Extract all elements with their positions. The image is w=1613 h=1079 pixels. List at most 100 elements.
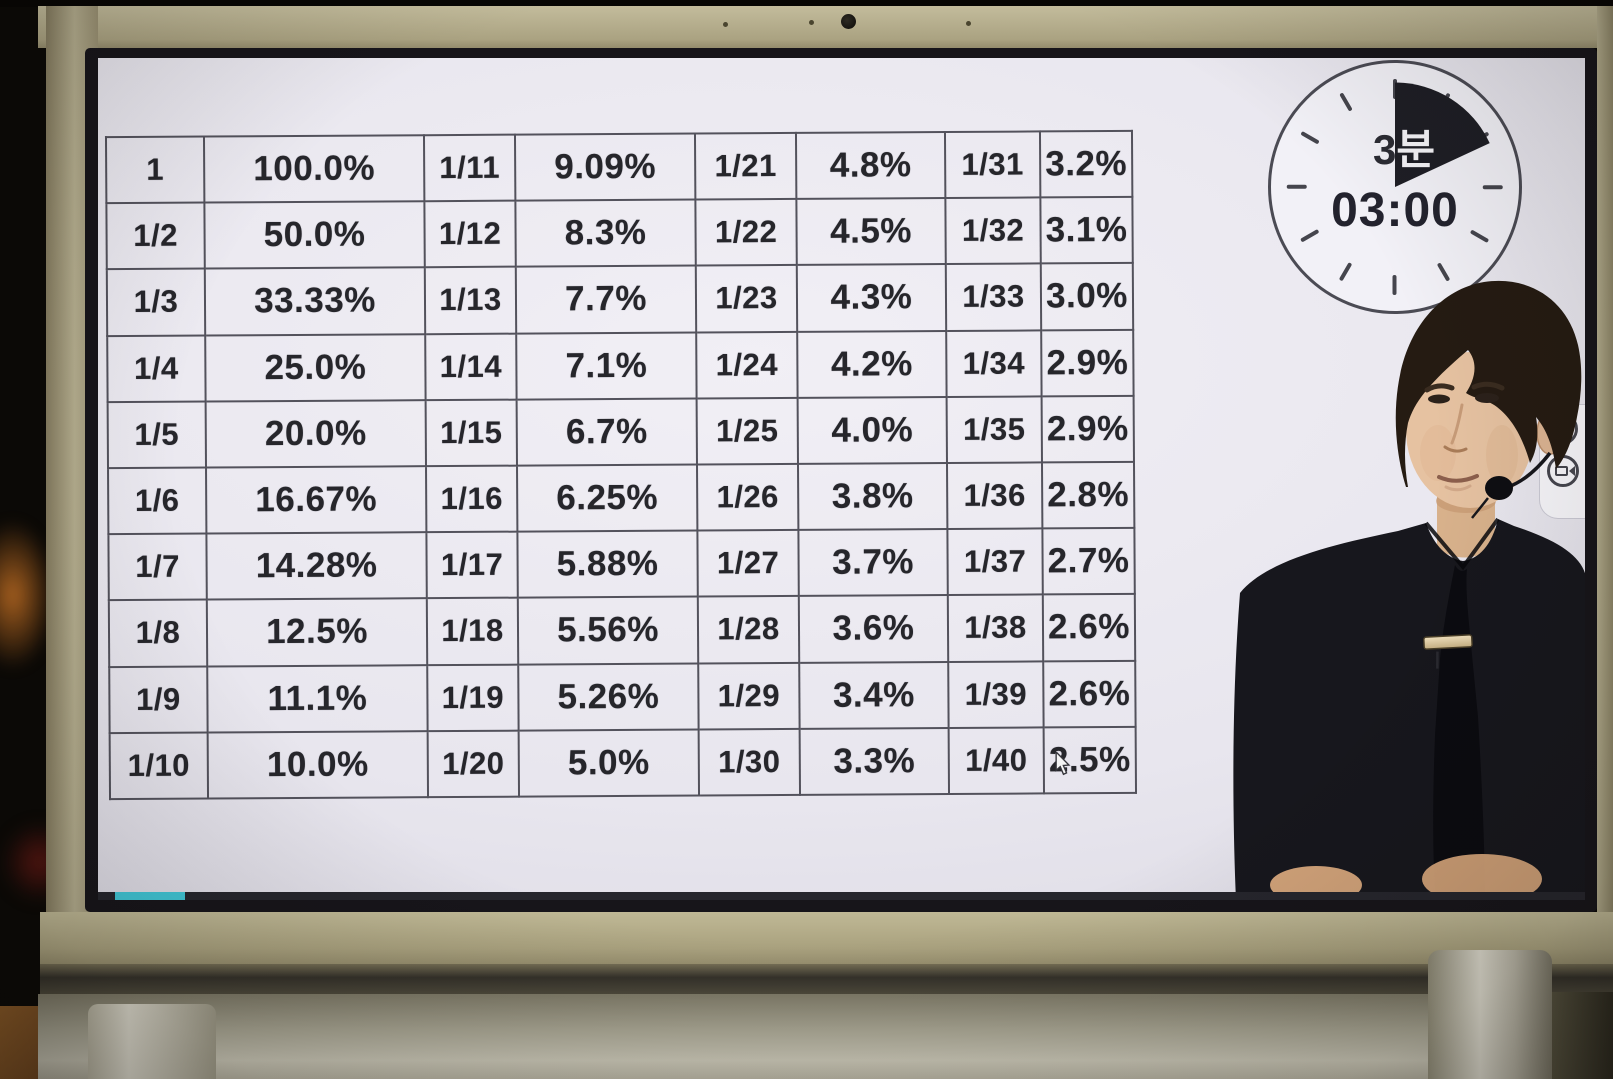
fraction-cell: 1/24 — [696, 331, 798, 399]
hinge-slot — [40, 964, 1613, 994]
percent-cell: 6.7% — [516, 398, 697, 466]
percent-cell: 4.3% — [796, 264, 947, 332]
table-row: 1/3 33.33% 1/13 7.7% 1/23 4.3% 1/33 3.0% — [106, 263, 1134, 336]
table-row: 1/5 20.0% 1/15 6.7% 1/25 4.0% 1/35 2.9% — [107, 395, 1134, 469]
hinge-cap-right — [1428, 950, 1552, 1079]
video-progress-track[interactable] — [98, 892, 1585, 900]
table-row: 1/2 50.0% 1/12 8.3% 1/22 4.5% 1/32 3.1% — [106, 197, 1133, 270]
fraction-cell: 1/35 — [946, 396, 1042, 463]
percent-cell: 4.8% — [795, 132, 946, 200]
collar — [1424, 517, 1500, 571]
tie-clip — [1423, 634, 1473, 669]
lid-edge — [0, 0, 1613, 7]
fraction-cell: 1/27 — [697, 530, 799, 597]
mouth — [1437, 474, 1479, 483]
timer-wedge-icon — [1395, 82, 1490, 187]
fraction-cell: 1 — [105, 136, 205, 204]
clock-tick — [1393, 79, 1397, 99]
hinge-cap-left — [88, 1004, 216, 1079]
fraction-cell: 1/37 — [947, 528, 1043, 596]
fraction-cell: 1/16 — [426, 465, 518, 533]
eye — [1475, 393, 1499, 403]
percent-cell: 2.9% — [1041, 329, 1134, 397]
fraction-cell: 1/26 — [696, 463, 799, 531]
microphone-hole — [966, 21, 971, 26]
fraction-cell: 1/23 — [695, 265, 798, 333]
laptop-top-bezel — [38, 6, 1613, 48]
table-row: 1 100.0% 1/11 9.09% 1/21 4.8% 1/31 3.2% — [105, 130, 1133, 204]
fraction-cell: 1/40 — [948, 727, 1045, 795]
percent-cell: 7.1% — [516, 332, 697, 400]
percent-cell: 2.6% — [1043, 660, 1136, 728]
fraction-cell: 1/22 — [695, 199, 797, 266]
fraction-cell: 1/11 — [423, 134, 516, 202]
percent-cell: 11.1% — [207, 664, 428, 733]
eyebrow — [1471, 381, 1505, 391]
eyebrow — [1424, 383, 1455, 393]
percent-cell: 5.56% — [517, 596, 699, 665]
table-row: 1/6 16.67% 1/16 6.25% 1/26 3.8% 1/36 2.8% — [108, 461, 1135, 535]
laptop-right-bezel — [1597, 6, 1613, 964]
fraction-cell: 1/15 — [425, 399, 518, 467]
fraction-cell: 1/34 — [946, 329, 1042, 397]
table-row: 1/9 11.1% 1/19 5.26% 1/29 3.4% 1/39 2.6% — [109, 660, 1136, 733]
percent-cell: 3.2% — [1039, 130, 1133, 198]
fraction-cell: 1/30 — [698, 728, 801, 796]
mouse-cursor — [1055, 752, 1071, 776]
percent-cell: 3.3% — [799, 727, 950, 795]
camera-body-icon — [1555, 466, 1568, 476]
timer-countdown: 03:00 — [1331, 184, 1459, 237]
percent-cell: 2.7% — [1042, 527, 1135, 595]
percent-cell: 8.3% — [515, 199, 696, 268]
percent-cell: 4.2% — [797, 330, 947, 398]
percent-cell: 14.28% — [206, 532, 427, 600]
percent-cell: 100.0% — [203, 135, 425, 203]
fraction-cell: 1/36 — [946, 462, 1043, 530]
table-row: 1/8 12.5% 1/18 5.56% 1/28 3.6% 1/38 2.6% — [108, 594, 1136, 667]
fraction-percentage-table: 1 100.0% 1/11 9.09% 1/21 4.8% 1/31 3.2% 1/2 50.0%… — [105, 130, 1137, 800]
fraction-cell: 1/3 — [106, 268, 206, 336]
fraction-cell: 1/38 — [947, 594, 1044, 662]
fraction-cell: 1/32 — [945, 197, 1041, 265]
fraction-cell: 1/2 — [106, 202, 205, 270]
fraction-cell: 1/29 — [698, 662, 800, 730]
fraction-cell: 1/12 — [424, 200, 516, 268]
nose — [1450, 403, 1464, 445]
percent-cell: 5.26% — [518, 663, 699, 731]
microphone-icon — [1485, 476, 1513, 500]
percent-cell: 20.0% — [205, 399, 427, 468]
fraction-cell: 1/5 — [107, 401, 207, 469]
percent-cell: 5.0% — [518, 729, 700, 797]
timer-duration-label: 3분 — [1341, 129, 1467, 171]
percent-cell: 3.4% — [799, 661, 949, 729]
fraction-cell: 1/9 — [109, 666, 208, 733]
shadow-right — [1552, 992, 1613, 1079]
webcam — [841, 14, 856, 29]
percent-cell: 3.1% — [1040, 197, 1133, 264]
percent-cell: 3.6% — [798, 595, 949, 663]
fraction-cell: 1/31 — [944, 131, 1041, 199]
percent-cell: 25.0% — [205, 333, 426, 402]
instructor — [1233, 280, 1585, 900]
percent-cell: 3.0% — [1040, 263, 1134, 330]
timer-duration-value: 3 — [1373, 126, 1397, 173]
fraction-cell: 1/20 — [427, 730, 520, 798]
percent-cell: 4.0% — [797, 396, 947, 464]
hand — [1422, 854, 1542, 900]
percent-cell: 5.88% — [517, 530, 698, 598]
laptop-bottom-bezel: SAMSUNG — [40, 912, 1613, 964]
video-progress-fill[interactable] — [115, 892, 185, 900]
percent-cell: 2.8% — [1041, 461, 1135, 529]
percent-cell: 4.5% — [796, 198, 946, 266]
hinge — [38, 994, 1613, 1079]
fraction-cell: 1/28 — [697, 596, 800, 664]
percent-cell: 6.25% — [517, 464, 698, 532]
table-row: 1/10 10.0% 1/20 5.0% 1/30 3.3% 1/40 2.5% — [109, 726, 1137, 800]
percent-cell: 3.7% — [798, 529, 948, 597]
camera-lens-icon — [1569, 466, 1575, 476]
table-row: 1/4 25.0% 1/14 7.1% 1/24 4.2% 1/34 2.9% — [107, 329, 1134, 402]
fraction-cell: 1/10 — [109, 732, 209, 800]
percent-cell: 7.7% — [515, 265, 697, 334]
timer-clock: 3분 03:00 — [1268, 60, 1522, 314]
